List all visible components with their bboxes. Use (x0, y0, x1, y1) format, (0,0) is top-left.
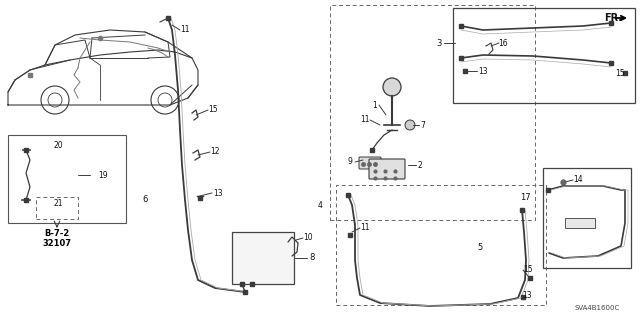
Circle shape (405, 120, 415, 130)
Text: 2: 2 (418, 160, 422, 169)
Text: B-7-2: B-7-2 (44, 228, 70, 238)
Text: 13: 13 (522, 291, 532, 300)
Text: 14: 14 (573, 175, 583, 184)
Text: 11: 11 (180, 26, 189, 34)
Text: 3: 3 (436, 39, 442, 48)
Text: 4: 4 (317, 201, 323, 210)
Text: 13: 13 (478, 66, 488, 76)
Text: 7: 7 (420, 121, 426, 130)
Text: 1: 1 (372, 100, 378, 109)
Text: 11: 11 (360, 115, 370, 124)
Text: 16: 16 (498, 39, 508, 48)
Bar (543, 168, 631, 268)
Text: 15: 15 (523, 265, 533, 275)
Text: 6: 6 (142, 196, 148, 204)
Text: 19: 19 (98, 170, 108, 180)
Bar (8, 135, 126, 223)
Text: FR.: FR. (604, 13, 622, 23)
Text: 5: 5 (477, 243, 483, 253)
Text: 32107: 32107 (42, 239, 72, 248)
FancyBboxPatch shape (369, 159, 405, 179)
Text: 10: 10 (303, 234, 313, 242)
Text: 8: 8 (309, 254, 315, 263)
Text: 15: 15 (208, 106, 218, 115)
Text: 21: 21 (53, 198, 63, 207)
Bar (36, 197, 78, 219)
Circle shape (383, 78, 401, 96)
Text: 13: 13 (213, 189, 223, 197)
Bar (453, 8, 635, 103)
Text: 9: 9 (348, 158, 353, 167)
Text: 12: 12 (211, 147, 220, 157)
Bar (565, 218, 595, 228)
Bar (232, 232, 294, 284)
Text: 20: 20 (53, 140, 63, 150)
Bar (336, 185, 546, 305)
Text: 15: 15 (615, 69, 625, 78)
Text: 17: 17 (520, 194, 531, 203)
FancyBboxPatch shape (359, 157, 381, 169)
Text: SVA4B1600C: SVA4B1600C (575, 305, 620, 311)
Text: 11: 11 (360, 224, 370, 233)
Bar (330, 5, 535, 220)
